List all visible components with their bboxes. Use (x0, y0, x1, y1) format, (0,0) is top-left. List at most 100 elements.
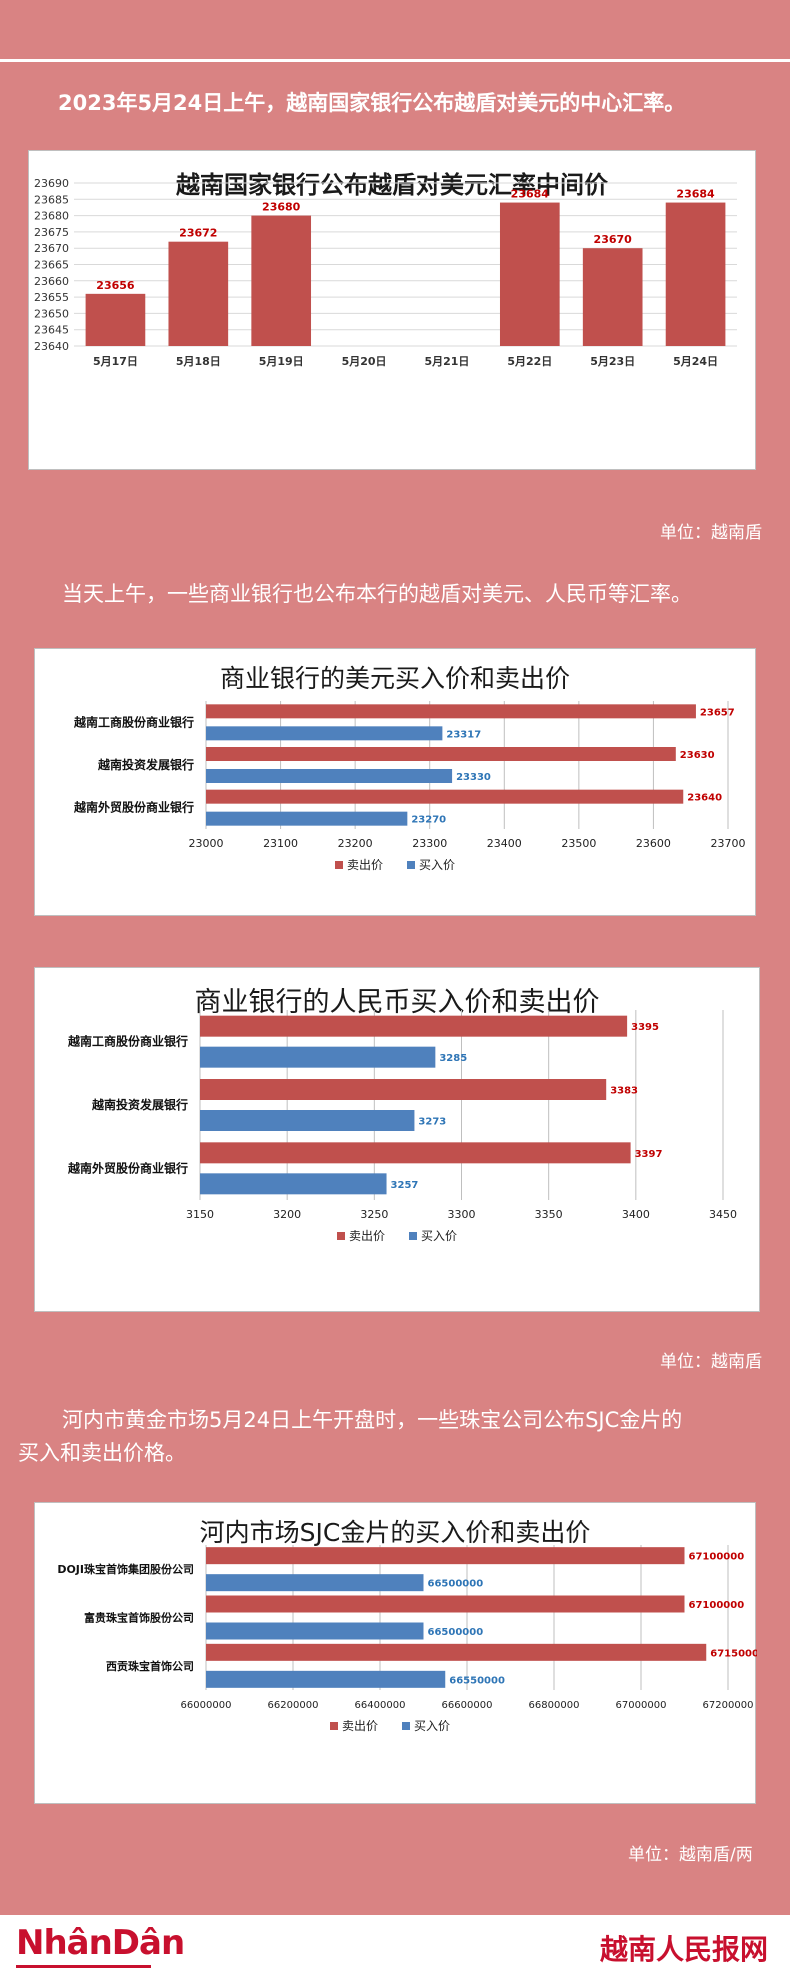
x-tick-label: 5月21日 (424, 355, 469, 368)
y-tick-label: 23650 (34, 307, 69, 320)
sell-value-label: 3383 (610, 1086, 638, 1097)
legend-swatch-buy (409, 1232, 417, 1240)
bar-sell (206, 1547, 685, 1565)
y-tick-label: 23685 (34, 193, 69, 206)
buy-value-label: 66550000 (449, 1675, 505, 1686)
legend-label-buy: 买入价 (421, 1229, 457, 1243)
bar (582, 248, 643, 346)
bar-buy (206, 1574, 424, 1592)
intro-paragraph: 2023年5月24日上午，越南国家银行公布越盾对美元的中心汇率。 (58, 91, 686, 115)
y-tick-label: 23675 (34, 226, 69, 239)
category-label: 富贵珠宝首饰股份公司 (84, 1611, 194, 1625)
x-tick-label: 5月18日 (176, 355, 221, 368)
legend-swatch-buy (402, 1722, 410, 1730)
bar-sell (200, 1079, 607, 1100)
x-tick-label: 3400 (622, 1208, 650, 1221)
buy-value-label: 3273 (418, 1117, 446, 1128)
x-tick-label: 3200 (273, 1208, 301, 1221)
sell-value-label: 67100000 (689, 1552, 745, 1563)
x-tick-label: 23000 (189, 837, 224, 850)
category-label: 越南外贸股份商业银行 (73, 800, 194, 815)
bar-value-label: 23684 (511, 188, 550, 201)
chart-central-rate-panel: 越南国家银行公布越盾对美元汇率中间价 23640 23645 23650 23655 2… (28, 150, 756, 470)
site-name-logo: 越南人民报网 (599, 1933, 768, 1966)
y-tick-label: 23655 (34, 291, 69, 304)
x-tick-label: 5月23日 (590, 355, 635, 368)
y-tick-label: 23640 (34, 340, 69, 353)
category-label: 越南投资发展银行 (97, 757, 194, 772)
bar-buy (200, 1173, 387, 1195)
legend-swatch-sell (337, 1232, 345, 1240)
category-label: 越南投资发展银行 (91, 1097, 188, 1112)
bar-buy (206, 1670, 446, 1688)
chart-cny-title: 商业银行的人民币买入价和卖出价 (194, 987, 600, 1018)
x-tick-label: 5月22日 (507, 355, 552, 368)
x-tick-label: 5月19日 (259, 355, 304, 368)
bar-sell (200, 1015, 628, 1037)
buy-value-label: 66500000 (428, 1579, 484, 1590)
buy-value-label: 3285 (439, 1053, 467, 1064)
chart-usd-panel: 商业银行的美元买入价和卖出价 23000 23100 23200 23300 23400… (34, 648, 756, 916)
chart-gold-svg: 66000000 66200000 66400000 66600000 66800000… (57, 1545, 757, 1733)
buy-value-label: 3257 (391, 1180, 419, 1191)
legend-label-buy: 买入价 (419, 858, 455, 872)
sell-value-label: 23640 (687, 793, 722, 804)
nhandan-logo: NhânDân (16, 1923, 185, 1963)
bar (665, 202, 726, 346)
y-tick-label: 23645 (34, 324, 69, 337)
bar-value-label: 23656 (96, 279, 135, 292)
top-divider-line (0, 59, 790, 62)
category-label: 越南工商股份商业银行 (67, 1034, 188, 1049)
x-tick-label: 5月24日 (673, 355, 718, 368)
y-tick-label: 23680 (34, 210, 69, 223)
category-label: 西贡珠宝首饰公司 (106, 1659, 194, 1673)
bar (85, 293, 146, 346)
bar (168, 241, 229, 346)
x-tick-label: 23500 (561, 837, 596, 850)
bar-value-label: 23680 (262, 201, 301, 214)
x-tick-label: 66600000 (442, 1700, 493, 1711)
bar-sell (200, 1142, 631, 1164)
x-tick-label: 3450 (709, 1208, 737, 1221)
x-tick-label: 3250 (360, 1208, 388, 1221)
bar-sell (206, 704, 696, 719)
x-tick-label: 67000000 (616, 1700, 667, 1711)
y-tick-label: 23660 (34, 275, 69, 288)
gold-paragraph-line1: 河内市黄金市场5月24日上午开盘时，一些珠宝公司公布SJC金片的 (62, 1408, 683, 1432)
commercial-banks-paragraph: 当天上午，一些商业银行也公布本行的越盾对美元、人民币等汇率。 (62, 582, 692, 606)
chart-gold-panel: 河内市场SJC金片的买入价和卖出价 66000000 66200000 664000… (34, 1502, 757, 1804)
x-tick-label: 23100 (263, 837, 298, 850)
bar-buy (206, 769, 453, 783)
x-tick-label: 3150 (186, 1208, 214, 1221)
buy-value-label: 66500000 (428, 1627, 484, 1638)
gold-paragraph-line2: 买入和卖出价格。 (18, 1441, 186, 1465)
legend-label-buy: 买入价 (414, 1719, 450, 1733)
sell-value-label: 23630 (680, 750, 715, 761)
legend-swatch-sell (335, 861, 343, 869)
footer-bar: NhânDân 越南人民报网 (0, 1915, 790, 1975)
bar-value-label: 23670 (594, 233, 633, 246)
unit-label-3: 单位：越南盾/两 (628, 1845, 753, 1865)
x-tick-label: 23600 (636, 837, 671, 850)
bar-value-label: 23684 (676, 188, 715, 201)
sell-value-label: 67150000 (710, 1648, 757, 1659)
bar-buy (200, 1046, 436, 1068)
x-tick-label: 23300 (412, 837, 447, 850)
sell-value-label: 3395 (631, 1022, 659, 1033)
x-tick-label: 66000000 (181, 1700, 232, 1711)
bar-sell (206, 747, 676, 761)
bar-buy (206, 1622, 424, 1640)
chart-usd-title: 商业银行的美元买入价和卖出价 (219, 664, 570, 693)
chart-gold-title: 河内市场SJC金片的买入价和卖出价 (199, 1518, 591, 1547)
x-tick-label: 66800000 (529, 1700, 580, 1711)
category-label: 越南外贸股份商业银行 (67, 1160, 188, 1175)
chart-cny-svg: 3150 3200 3250 3300 3350 3400 3450 越南工商股份商业银行 33… (67, 1010, 737, 1243)
buy-value-label: 23270 (411, 815, 446, 826)
category-label: 越南工商股份商业银行 (73, 714, 194, 729)
chart-cny-panel: 商业银行的人民币买入价和卖出价 3150 3200 3250 3300 3350 3400… (34, 967, 760, 1312)
y-tick-label: 23670 (34, 242, 69, 255)
y-tick-label: 23690 (34, 177, 69, 190)
x-tick-label: 66400000 (355, 1700, 406, 1711)
legend-label-sell: 卖出价 (347, 858, 383, 872)
x-tick-label: 67200000 (703, 1700, 754, 1711)
